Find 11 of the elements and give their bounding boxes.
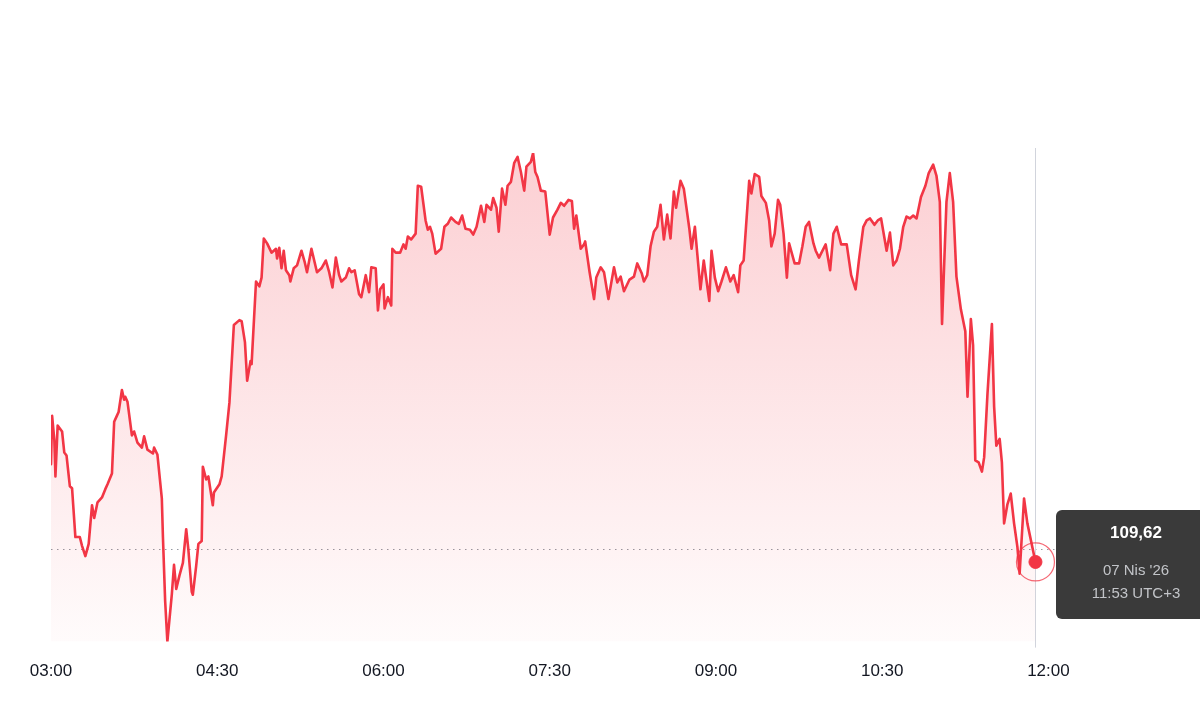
tooltip-box: 109,62 07 Nis '26 11:53 UTC+3 [1056, 510, 1200, 619]
x-tick-label: 07:30 [528, 661, 571, 681]
x-tick-label: 09:00 [694, 661, 738, 681]
x-tick-label: 04:30 [195, 661, 239, 681]
x-tick-label: 12:00 [1027, 661, 1070, 681]
annotation: 109,62 [1109, 522, 1163, 544]
annotation: 11:53 UTC+3 [1090, 583, 1182, 603]
x-tick-label: 06:00 [362, 661, 405, 681]
x-tick-label: 03:00 [29, 661, 73, 681]
annotation: 07 Nis '26 [1101, 560, 1171, 580]
x-tick-label: 10:30 [860, 661, 904, 681]
